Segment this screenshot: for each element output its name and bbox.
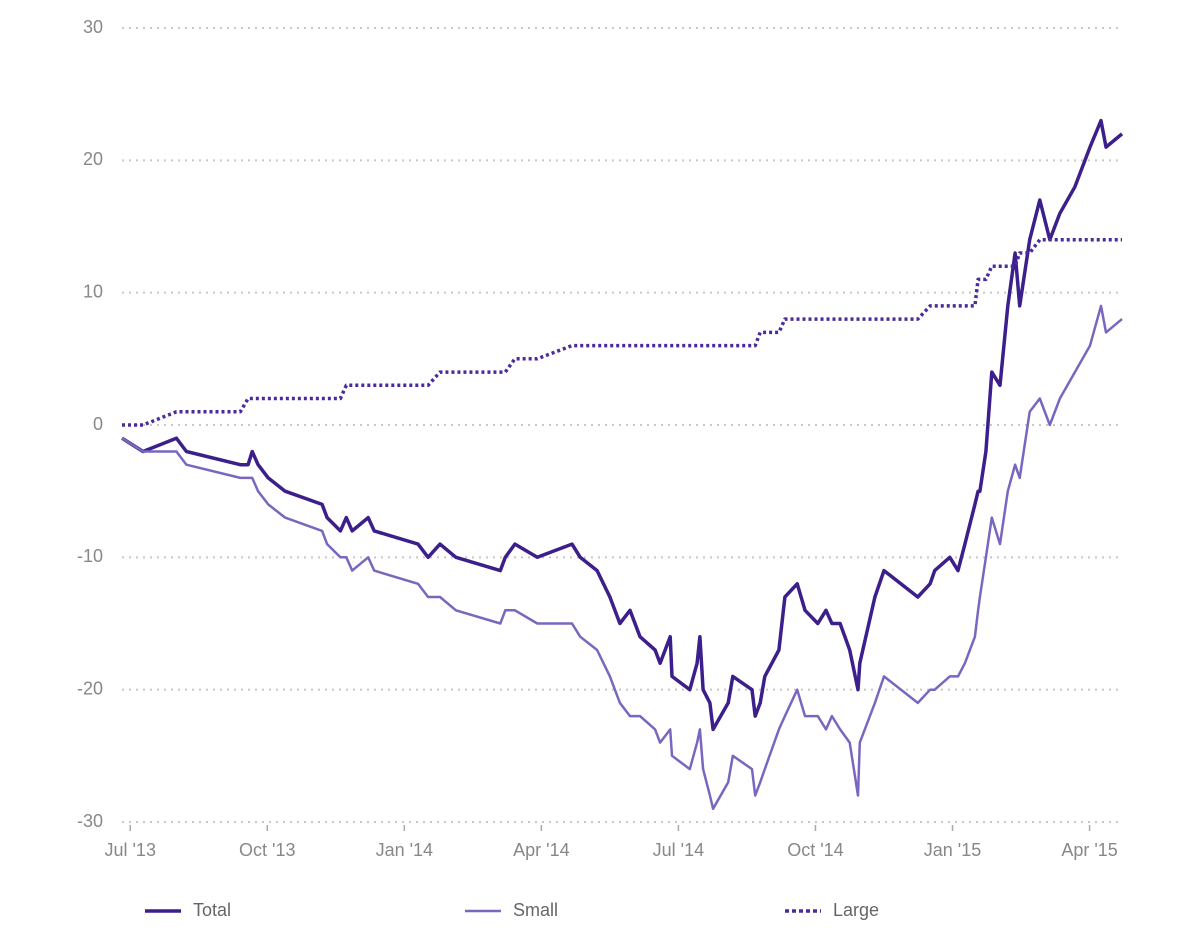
y-tick-label: 30 xyxy=(83,17,103,37)
series-line xyxy=(122,237,1122,427)
series-line xyxy=(121,304,1123,811)
y-tick-label: 0 xyxy=(93,414,103,434)
x-tick-label: Jan '15 xyxy=(924,840,981,860)
legend-label: Total xyxy=(193,900,231,920)
y-tick-label: -20 xyxy=(77,678,103,698)
x-tick-label: Apr '15 xyxy=(1061,840,1117,860)
x-tick-label: Jan '14 xyxy=(376,840,433,860)
x-tick-label: Jul '14 xyxy=(653,840,704,860)
y-tick-label: -30 xyxy=(77,811,103,831)
y-tick-label: -10 xyxy=(77,546,103,566)
x-tick-label: Apr '14 xyxy=(513,840,569,860)
legend-label: Large xyxy=(833,900,879,920)
y-tick-label: 20 xyxy=(83,149,103,169)
legend-label: Small xyxy=(513,900,558,920)
x-tick-label: Oct '13 xyxy=(239,840,295,860)
x-tick-label: Oct '14 xyxy=(787,840,843,860)
x-tick-label: Jul '13 xyxy=(104,840,155,860)
y-tick-label: 10 xyxy=(83,281,103,301)
series-line xyxy=(121,118,1124,732)
